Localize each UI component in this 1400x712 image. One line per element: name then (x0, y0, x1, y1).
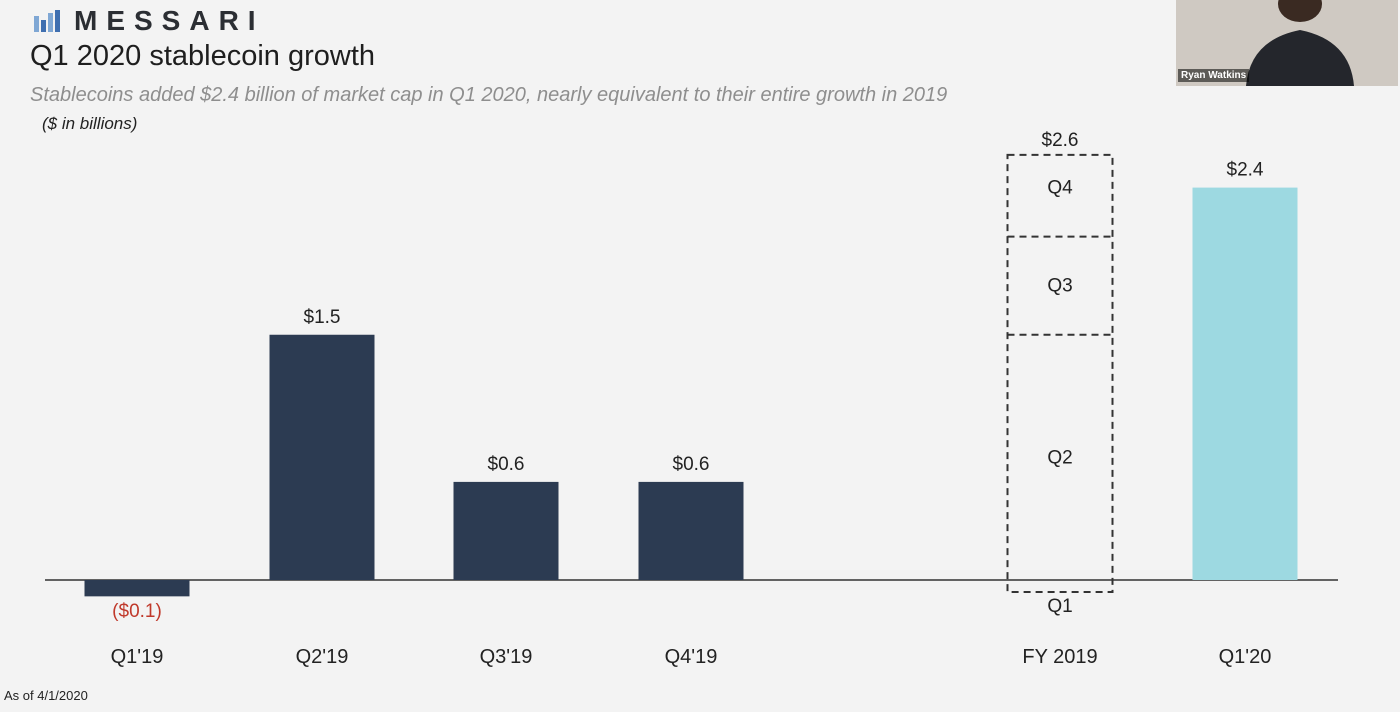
bar (638, 481, 744, 580)
data-label: $1.5 (304, 307, 341, 328)
slide-subtitle: Stablecoins added $2.4 billion of market… (30, 84, 948, 106)
category-label: Q2'19 (296, 646, 349, 668)
data-label: $0.6 (673, 454, 710, 475)
brand-name: MESSARI (74, 5, 265, 36)
data-label: $2.6 (1042, 130, 1079, 151)
messari-logo: MESSARI (34, 5, 265, 37)
webcam-overlay: Ryan Watkins (1176, 0, 1398, 86)
data-label: ($0.1) (112, 601, 162, 622)
messari-logo-icon (34, 10, 60, 32)
footnote: As of 4/1/2020 (4, 688, 88, 703)
fy2019-segment-label: Q4 (1047, 178, 1073, 199)
category-label: FY 2019 (1022, 646, 1097, 668)
bar (269, 334, 375, 580)
unit-note: ($ in billions) (42, 114, 138, 133)
presenter-name: Ryan Watkins (1178, 69, 1250, 82)
slide-title: Q1 2020 stablecoin growth (30, 40, 375, 72)
bar (1192, 187, 1298, 580)
bar (84, 580, 190, 597)
presenter-video-icon (1246, 0, 1354, 86)
category-label: Q3'19 (480, 646, 533, 668)
data-label: $2.4 (1227, 160, 1264, 181)
fy2019-dashed-box (1006, 153, 1114, 593)
category-label: Q1'20 (1219, 646, 1272, 668)
bar (453, 481, 559, 580)
fy2019-segment-label: Q1 (1047, 596, 1072, 617)
fy2019-segment-label: Q3 (1047, 276, 1072, 297)
category-label: Q4'19 (665, 646, 718, 668)
data-label: $0.6 (488, 454, 525, 475)
category-label: Q1'19 (111, 646, 164, 668)
fy2019-segment-label: Q2 (1047, 447, 1072, 468)
